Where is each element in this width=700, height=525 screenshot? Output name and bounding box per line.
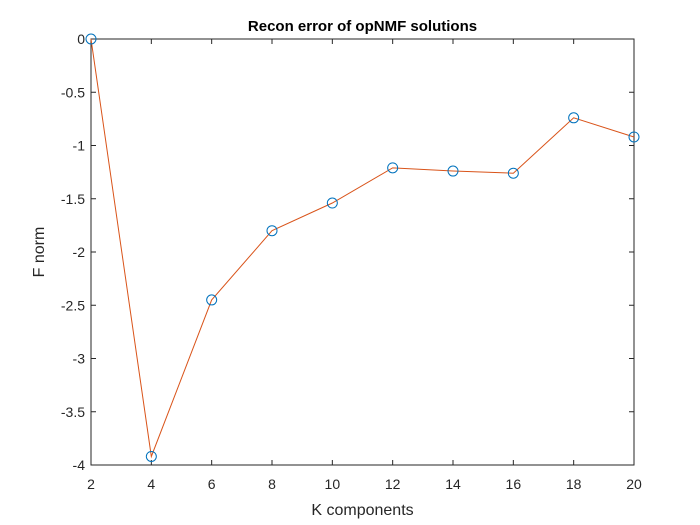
chart-title: Recon error of opNMF solutions — [248, 18, 477, 35]
y-tick-label: 0 — [77, 31, 85, 47]
x-tick-label: 14 — [445, 476, 461, 492]
data-point — [206, 294, 218, 306]
x-tick-label: 8 — [268, 476, 276, 492]
x-axis-label: K components — [311, 502, 413, 519]
x-tick-label: 6 — [208, 476, 216, 492]
y-tick-label: -2 — [73, 244, 86, 260]
axes-box — [90, 38, 635, 466]
data-point — [387, 162, 399, 174]
y-tick-label: -2.5 — [61, 297, 85, 313]
data-point — [85, 33, 97, 45]
y-axis-label: F norm — [31, 227, 48, 278]
x-tick-label: 2 — [87, 476, 95, 492]
x-tick-label: 12 — [385, 476, 401, 492]
y-tick-label: -3 — [73, 351, 86, 367]
data-point — [507, 167, 519, 179]
plot-area — [90, 38, 635, 466]
x-tick-label: 16 — [506, 476, 522, 492]
x-tick-label: 4 — [147, 476, 155, 492]
data-point — [447, 165, 459, 177]
series-layer — [85, 33, 640, 462]
x-tick-label: 20 — [626, 476, 642, 492]
data-point — [568, 112, 580, 124]
x-tick-label: 18 — [566, 476, 582, 492]
y-tick-label: -1.5 — [61, 191, 85, 207]
y-tick-label: -0.5 — [61, 84, 85, 100]
series-line — [90, 38, 635, 459]
y-axis: 0 -0.5 -1 -1.5 -2 -2.5 -3 -3.5 -4 — [61, 31, 634, 473]
x-tick-label: 10 — [325, 476, 341, 492]
data-point — [628, 131, 640, 143]
y-tick-label: -4 — [73, 457, 86, 473]
x-axis: 2 4 6 8 10 12 14 16 18 20 — [87, 39, 642, 492]
y-tick-label: -1 — [73, 138, 86, 154]
y-tick-label: -3.5 — [61, 404, 85, 420]
data-point — [266, 225, 278, 237]
data-point — [326, 197, 338, 209]
data-point — [145, 450, 157, 462]
